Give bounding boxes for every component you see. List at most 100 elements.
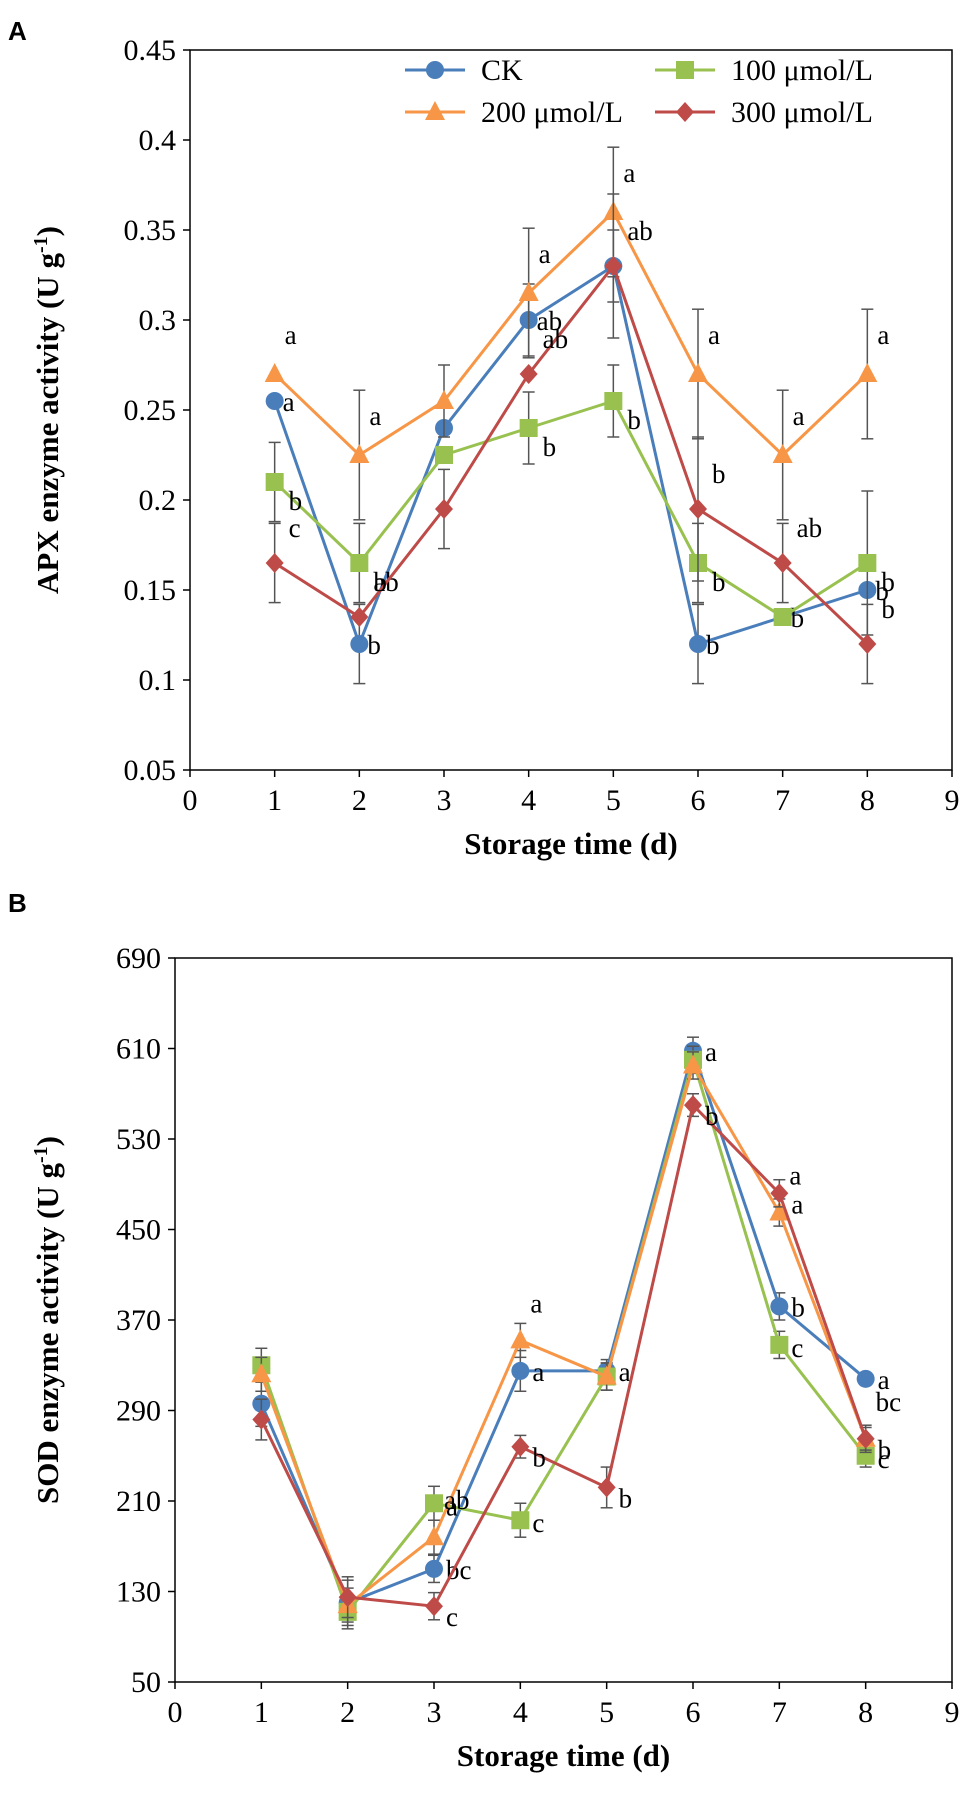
chart-a-data-point [857,363,878,382]
chart-a-series-line [273,262,869,646]
chart-a-significance-label: b [881,594,895,624]
chart-b-significance-label: b [705,1101,719,1131]
chart-a-series-line [273,399,869,619]
chart-a-significance-label: b [543,432,557,462]
chart-a-series-line [273,263,868,649]
chart-b-y-tick-label: 690 [116,942,161,975]
legend-item: 200 μmol/L [405,96,623,129]
chart-a-y-tick-label: 0.05 [124,754,177,787]
chart-b-data-point [856,1446,875,1465]
chart-a-data-point [435,499,453,519]
chart-b-y-axis-title: SOD enzyme activity (U g-1) [30,1136,65,1504]
chart-a-series-3: a a a a a a a [264,146,889,521]
chart-a-data-point [434,390,454,409]
chart-b-series-line [259,1045,867,1605]
chart-b-y-tick-label: 210 [116,1485,161,1518]
chart-b-significance-label: a [532,1357,544,1387]
legend-marker [676,102,694,122]
chart-b-data-point [510,1329,531,1349]
chart-b-data-point [596,1365,617,1385]
chart-a-data-point [349,444,370,463]
chart-a-y-axis-title: APX enzyme activity (U g-1) [30,226,65,594]
chart-a-data-point [858,554,877,572]
chart-a-x-tick-label: 5 [606,784,621,817]
chart-b-data-point [425,1559,443,1578]
chart-a-significance-label: c [289,513,301,543]
chart-a-significance-label: a [623,158,635,188]
chart-b-series-line [259,1054,867,1615]
chart-b-y-tick-label: 610 [116,1033,161,1066]
chart-b-x-tick-label: 2 [340,1696,355,1729]
chart-b-significance-label: c [446,1602,458,1632]
chart-b-data-point [425,1494,443,1513]
chart-b-significance-label: a [446,1491,458,1521]
chart-b-x-axis-title: Storage time (d) [457,1738,671,1773]
panel-b-letter: B [8,888,27,918]
chart-a-significance-label: a [283,387,295,417]
chart-b-data-point [251,1363,272,1383]
chart-b-significance-label: b [532,1443,546,1473]
chart-a-significance-label: ab [537,306,562,336]
chart-a-data-point [773,553,792,573]
chart-a-plot-frame [189,49,953,771]
chart-a-data-point [689,635,707,653]
chart-b-data-point [770,1297,789,1316]
chart-a-y-tick-label: 0.2 [139,484,177,517]
legend: CK 100 μmol/L 200 μmol/L 300 μmol/L [405,54,873,129]
chart-b-y-tick-label: 290 [116,1395,161,1428]
chart-b: 50 130 210 290 370 450 530 610 690 0 1 2 3 4 5 6 7 8 9 Stor… [30,942,960,1773]
chart-b-significance-label: a [878,1365,890,1395]
chart-b-data-point [511,1361,530,1380]
chart-a-data-point [772,444,793,463]
chart-b-series-line [259,1102,868,1608]
chart-a-significance-label: a [539,239,551,269]
chart-b-data-point [511,1436,530,1457]
chart-a-data-point [688,363,708,382]
chart-b-significance-label: c [878,1444,890,1474]
chart-b-x-tick-label: 5 [599,1696,614,1729]
chart-b-data-point [252,1409,271,1430]
chart-a-x-axis-title: Storage time (d) [464,826,678,861]
chart-b-data-point [770,1183,789,1204]
chart-b-y-tick-label: 50 [131,1666,161,1699]
chart-b-x-tick-label: 4 [513,1696,528,1729]
chart-b-x-tick-label: 3 [427,1696,442,1729]
chart-b-y-tick-label: 450 [116,1214,161,1247]
chart-a-data-point [604,256,623,276]
chart-b-x-tick-label: 6 [686,1696,701,1729]
chart-a-significance-label: b [881,567,895,597]
chart-b-data-point [856,1428,875,1449]
chart-b-significance-label: a [619,1357,631,1387]
chart-a: 0.05 0.1 0.15 0.2 0.25 0.3 0.35 0.4 0.45 0 1 2 3 4 5 6 7… [30,34,960,861]
chart-a-data-point [265,473,284,491]
chart-b-significance-label: a [530,1288,542,1318]
chart-a-data-point [858,634,877,654]
chart-a-x-tick-label: 2 [352,784,367,817]
chart-a-significance-label: a [793,401,805,431]
legend-label: 300 μmol/L [731,96,873,129]
chart-a-y-tick-label: 0.35 [124,214,177,247]
chart-a-y-tick-label: 0.3 [139,304,177,337]
chart-b-significance-label: b [878,1435,892,1465]
chart-a-significance-label: b [373,567,387,597]
chart-b-data-point [856,1369,875,1388]
chart-a-y-tick-label: 0.4 [139,124,177,157]
chart-a-significance-label: a [708,320,720,350]
chart-a-x-tick-label: 7 [775,784,790,817]
chart-a-significance-label: a [369,401,381,431]
chart-a-significance-label: b [875,576,889,606]
chart-b-data-point [769,1201,790,1221]
chart-b-data-point [338,1587,357,1608]
chart-b-significance-label: a [705,1037,717,1067]
chart-b-series-2: a c c c [252,1045,890,1630]
chart-a-significance-label: b [289,486,303,516]
chart-a-data-point [264,363,285,382]
chart-b-x-tick-label: 0 [168,1696,183,1729]
chart-b-data-point [684,1095,702,1116]
chart-b-x-tick-label: 1 [254,1696,269,1729]
chart-a-significance-label: b [627,405,641,435]
